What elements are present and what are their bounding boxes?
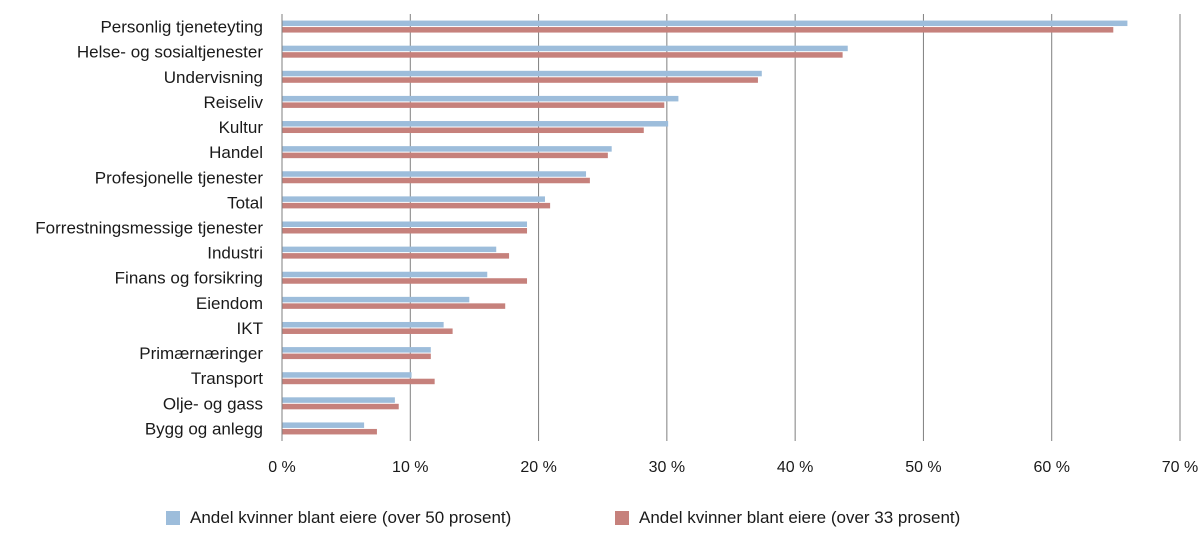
bar-undervisning-series-1	[282, 70, 762, 77]
bar-kultur-series-2	[282, 127, 644, 134]
bar-olje-og-gass-series-2	[282, 403, 399, 410]
category-label-total: Total	[227, 193, 263, 212]
category-label-olje-og-gass: Olje- og gass	[163, 394, 263, 413]
category-label-personlig-tjeneteyting: Personlig tjeneteyting	[100, 18, 263, 37]
bar-bygg-og-anlegg-series-2	[282, 428, 377, 435]
x-tick-label-50: 50 %	[905, 459, 941, 476]
bar-total-series-1	[282, 196, 545, 202]
bar-transport-series-2	[282, 378, 435, 385]
bar-olje-og-gass-series-1	[282, 397, 395, 403]
category-label-bygg-og-anlegg: Bygg og anlegg	[145, 419, 263, 438]
bar-reiseliv-series-2	[282, 102, 665, 108]
category-label-finans-og-forsikring: Finans og forsikring	[115, 269, 263, 288]
bar-profesjonelle-tjenester-series-1	[282, 171, 587, 177]
category-label-handel: Handel	[209, 143, 263, 162]
bar-primærnæringer-series-2	[282, 353, 431, 360]
bar-reiseliv-series-1	[282, 95, 679, 102]
bar-forrestningsmessige-tjenester-series-2	[282, 228, 528, 234]
bar-personlig-tjeneteyting-series-2	[282, 27, 1114, 33]
legend-item-over-50: Andel kvinner blant eiere (over 50 prose…	[166, 508, 511, 528]
legend: Andel kvinner blant eiere (over 50 prose…	[0, 508, 1200, 538]
bar-industri-series-2	[282, 253, 510, 259]
legend-item-over-33: Andel kvinner blant eiere (over 33 prose…	[615, 508, 960, 528]
bar-finans-og-forsikring-series-1	[282, 271, 488, 278]
bar-primærnæringer-series-1	[282, 347, 431, 353]
bar-personlig-tjeneteyting-series-1	[282, 20, 1128, 27]
category-label-transport: Transport	[191, 369, 263, 388]
legend-swatch-over-50	[166, 511, 180, 525]
bar-ikt-series-2	[282, 328, 453, 334]
category-label-helse-og-sosialtjenester: Helse- og sosialtjenester	[77, 43, 263, 62]
bar-total-series-2	[282, 202, 551, 209]
bar-transport-series-1	[282, 372, 412, 378]
bar-eiendom-series-2	[282, 303, 506, 309]
category-label-forrestningsmessige-tjenester: Forrestningsmessige tjenester	[35, 219, 263, 238]
bar-forrestningsmessige-tjenester-series-1	[282, 221, 528, 227]
bar-helse-og-sosialtjenester-series-2	[282, 52, 843, 58]
bar-kultur-series-1	[282, 121, 669, 127]
bar-handel-series-2	[282, 152, 608, 159]
x-tick-label-70: 70 %	[1162, 459, 1198, 476]
bar-handel-series-1	[282, 146, 612, 152]
bar-profesjonelle-tjenester-series-2	[282, 177, 590, 184]
x-tick-label-20: 20 %	[520, 459, 556, 476]
legend-label-over-50: Andel kvinner blant eiere (over 50 prose…	[190, 508, 512, 527]
category-label-ikt: IKT	[237, 319, 263, 338]
bar-ikt-series-1	[282, 321, 444, 328]
bar-bygg-og-anlegg-series-1	[282, 422, 365, 428]
bar-industri-series-1	[282, 246, 497, 253]
bar-undervisning-series-2	[282, 77, 758, 83]
category-label-industri: Industri	[207, 244, 263, 263]
x-tick-label-60: 60 %	[1033, 459, 1069, 476]
x-tick-label-40: 40 %	[777, 459, 813, 476]
bar-eiendom-series-1	[282, 296, 470, 303]
x-tick-label-30: 30 %	[649, 459, 685, 476]
category-label-kultur: Kultur	[219, 118, 264, 137]
category-label-undervisning: Undervisning	[164, 68, 263, 87]
category-label-reiseliv: Reiseliv	[203, 93, 263, 112]
legend-label-over-33: Andel kvinner blant eiere (over 33 prose…	[639, 508, 961, 527]
legend-swatch-over-33	[615, 511, 629, 525]
bar-finans-og-forsikring-series-2	[282, 278, 528, 284]
category-label-eiendom: Eiendom	[196, 294, 263, 313]
category-label-primærnæringer: Primærnæringer	[139, 344, 263, 363]
bar-helse-og-sosialtjenester-series-1	[282, 45, 848, 52]
x-tick-label-10: 10 %	[392, 459, 428, 476]
category-label-profesjonelle-tjenester: Profesjonelle tjenester	[95, 168, 264, 187]
x-tick-label-0: 0 %	[268, 459, 296, 476]
